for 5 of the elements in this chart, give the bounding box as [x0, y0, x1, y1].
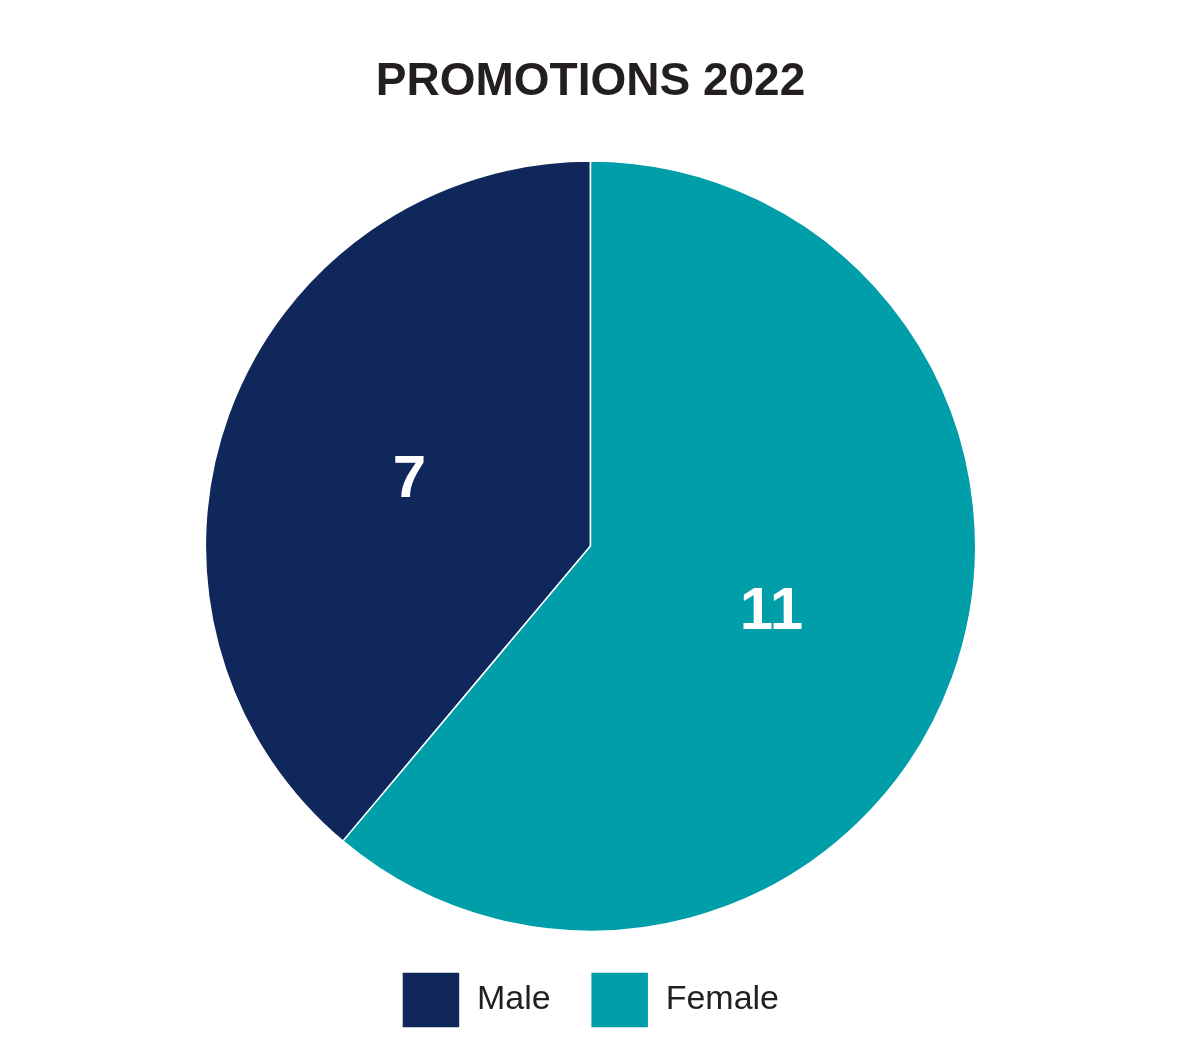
data-label: 11 [739, 574, 804, 642]
legend-label: Male [476, 978, 551, 1017]
chart-title: PROMOTIONS 2022 [375, 53, 806, 106]
legend-label: Female [665, 978, 780, 1017]
data-label: 7 [392, 442, 427, 510]
